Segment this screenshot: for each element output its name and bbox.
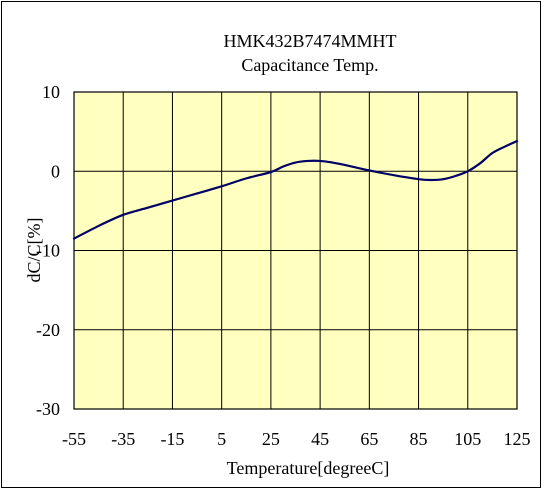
- x-tick-label: 65: [360, 429, 378, 449]
- plot-border: [73, 91, 518, 410]
- y-tick-label: -10: [36, 241, 60, 261]
- chart-subtitle: Capacitance Temp.: [241, 55, 378, 75]
- x-tick-label: -55: [62, 429, 86, 449]
- x-tick-label: 25: [262, 429, 280, 449]
- series-layer: [72, 140, 519, 240]
- x-axis-label: Temperature[degreeC]: [227, 458, 390, 478]
- tick-labels: -55 -35 -15 5 25 45 65 85 105 125 10 0 -10 -20 -30: [36, 82, 531, 449]
- x-tick-label: 45: [311, 429, 329, 449]
- y-tick-label: 10: [42, 82, 60, 102]
- y-axis-label: dC/C[%]: [24, 218, 44, 283]
- y-tick-label: -20: [36, 320, 60, 340]
- x-tick-label: 125: [504, 429, 531, 449]
- grid-lines: [74, 92, 517, 409]
- x-tick-label: 5: [217, 429, 226, 449]
- chart-title: HMK432B7474MMHT: [223, 31, 396, 51]
- x-tick-label: -15: [160, 429, 184, 449]
- series-line: [72, 140, 519, 240]
- x-tick-label: 105: [454, 429, 481, 449]
- x-tick-label: 85: [410, 429, 428, 449]
- x-tick-label: -35: [111, 429, 135, 449]
- y-tick-label: 0: [51, 161, 60, 181]
- y-tick-label: -30: [36, 399, 60, 419]
